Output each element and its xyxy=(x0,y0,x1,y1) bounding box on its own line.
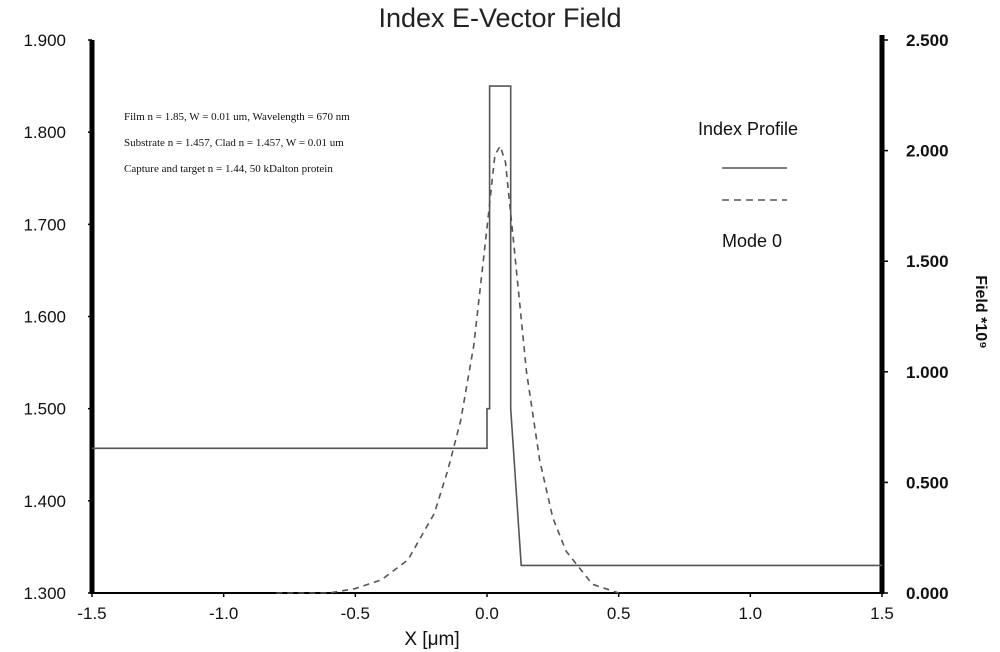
legend-index-profile-label: Index Profile xyxy=(698,119,798,139)
x-axis-title: X [μm] xyxy=(404,629,459,650)
index-profile-line xyxy=(92,85,882,567)
y-right-tick-label: 0.000 xyxy=(906,584,949,603)
x-tick-label: 1.5 xyxy=(870,604,894,623)
annotation-block: Film n = 1.85, W = 0.01 um, Wavelength =… xyxy=(124,111,350,175)
y-right-tick-label: 1.000 xyxy=(906,363,949,382)
annotation-film: Film n = 1.85, W = 0.01 um, Wavelength =… xyxy=(124,111,350,123)
y-left-tick-label: 1.700 xyxy=(23,215,66,234)
x-tick-label: 0.0 xyxy=(475,604,499,623)
y-left-tick-label: 1.900 xyxy=(23,31,66,50)
legend: Index Profile Mode 0 xyxy=(698,119,798,251)
y-left-tick-label: 1.600 xyxy=(23,308,66,327)
y-left-tick-label: 1.400 xyxy=(23,492,66,511)
y-left-tick-label: 1.800 xyxy=(23,123,66,142)
x-tick-label: 0.5 xyxy=(607,604,631,623)
series-group xyxy=(92,85,882,594)
x-tick-label: 1.0 xyxy=(739,604,763,623)
legend-mode-label: Mode 0 xyxy=(722,231,782,251)
y-left-tick-label: 1.500 xyxy=(23,400,66,419)
chart-title: Index E-Vector Field xyxy=(378,3,621,33)
x-tick-label: -1.5 xyxy=(77,604,106,623)
annotation-substrate: Substrate n = 1.457, Clad n = 1.457, W =… xyxy=(124,137,344,149)
axis-ticks: 1.300 1.400 1.500 1.600 1.700 1.800 1.900 0.000… xyxy=(23,31,948,623)
y-left-tick-label: 1.300 xyxy=(23,584,66,603)
y-right-tick-label: 1.500 xyxy=(906,252,949,271)
annotation-capture: Capture and target n = 1.44, 50 kDalton … xyxy=(124,163,333,175)
x-tick-label: -0.5 xyxy=(341,604,370,623)
y-right-tick-label: 2.000 xyxy=(906,142,949,161)
y-right-tick-label: 0.500 xyxy=(906,473,949,492)
right-y-axis-title: Field *10⁹ xyxy=(972,275,989,348)
x-tick-label: -1.0 xyxy=(209,604,238,623)
y-right-tick-label: 2.500 xyxy=(906,31,949,50)
mode-0-dashed-line xyxy=(276,144,619,594)
